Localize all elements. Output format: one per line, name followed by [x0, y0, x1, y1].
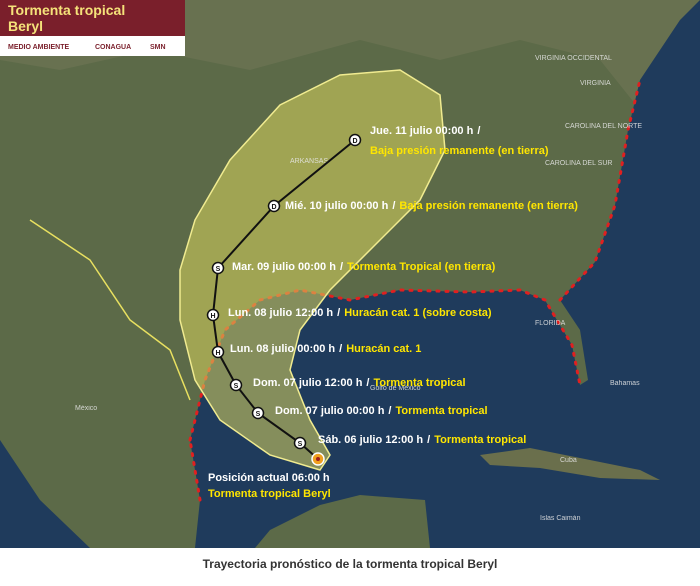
place-label: CAROLINA DEL SUR: [545, 160, 612, 167]
logo: MEDIO AMBIENTE: [8, 44, 70, 51]
place-label: Cuba: [560, 457, 577, 464]
logo: CONAGUA: [95, 44, 131, 51]
track-point: [348, 133, 362, 147]
track-date: Dom. 07 julio 00:00 h: [275, 405, 385, 417]
track-point-symbol: S: [234, 383, 239, 390]
track-point-symbol: S: [216, 266, 221, 273]
track-point-symbol: D: [271, 204, 276, 211]
track-date: Mar. 09 julio 00:00 h: [232, 261, 336, 273]
title-line: Tormenta tropical: [8, 2, 125, 18]
track-label: Dom. 07 julio 00:00 h / Tormenta tropical: [275, 405, 488, 417]
track-point: [206, 308, 220, 322]
track-separator: /: [427, 434, 430, 446]
track-label: Lun. 08 julio 00:00 h / Huracán cat. 1: [230, 343, 421, 355]
track-point: [293, 436, 307, 450]
track-points: Posición actual 06:00 h Tormenta tropical…: [206, 125, 578, 500]
place-label: Golfo de México: [370, 385, 421, 392]
track-point: [211, 345, 225, 359]
ocean: [190, 0, 700, 548]
track-date: Jue. 11 julio 00:00 h: [370, 125, 474, 137]
track-label: Lun. 08 julio 12:00 h / Huracán cat. 1 (so…: [228, 307, 492, 319]
track-separator: /: [340, 261, 343, 273]
track-date: Lun. 08 julio 00:00 h: [230, 343, 335, 355]
place-label: VIRGINIA: [580, 80, 611, 87]
track-point-symbol: D: [352, 138, 357, 145]
track-separator: /: [339, 343, 342, 355]
track-date: Mié. 10 julio 00:00 h: [285, 200, 389, 212]
logo-strip: [0, 36, 185, 56]
place-label: México: [75, 405, 97, 412]
track-label: Mar. 09 julio 00:00 h / Tormenta Tropical …: [232, 261, 496, 273]
track-point-symbol: S: [298, 441, 303, 448]
track-point: [267, 199, 281, 213]
current-position-status: Tormenta tropical Beryl: [208, 488, 331, 500]
track-status: Huracán cat. 1 (sobre costa): [344, 307, 492, 319]
place-label: ARKANSAS: [290, 158, 328, 165]
track-status: Baja presión remanente (en tierra): [399, 200, 578, 212]
pacific: [0, 440, 90, 548]
caption: Trayectoria pronóstico de la tormenta tr…: [203, 557, 498, 571]
current-position-label: Posición actual 06:00 h: [208, 472, 330, 484]
place-label: FLORIDA: [535, 320, 566, 327]
track-label: Jue. 11 julio 00:00 h /: [370, 125, 480, 137]
track-separator: /: [366, 377, 369, 389]
track-status: Huracán cat. 1: [346, 343, 421, 355]
track-date: Dom. 07 julio 12:00 h: [253, 377, 363, 389]
track-status: Tormenta tropical: [373, 377, 465, 389]
track-label: Mié. 10 julio 00:00 h / Baja presión reman…: [285, 200, 578, 212]
title-line: Beryl: [8, 18, 43, 34]
track-point: [211, 261, 225, 275]
track-status: Tormenta tropical: [395, 405, 487, 417]
track-label: Sáb. 06 julio 12:00 h / Tormenta tropical: [318, 434, 526, 446]
track-date: Sáb. 06 julio 12:00 h: [318, 434, 423, 446]
place-label: Islas Caimán: [540, 515, 581, 522]
current-position-core: [316, 457, 320, 461]
track-point-symbol: H: [210, 313, 215, 320]
border: [29, 219, 191, 401]
track-status: Baja presión remanente (en tierra): [370, 145, 549, 157]
place-label: Bahamas: [610, 380, 640, 387]
track-separator: /: [477, 125, 480, 137]
track-point-symbol: S: [256, 411, 261, 418]
track-point-symbol: H: [215, 350, 220, 357]
place-labels: VIRGINIA OCCIDENTAL VIRGINIA CAROLINA DEL …: [75, 55, 642, 522]
track-point: [229, 378, 243, 392]
track-status: Tormenta tropical: [434, 434, 526, 446]
track-separator: /: [392, 200, 395, 212]
place-label: VIRGINIA OCCIDENTAL: [535, 55, 612, 62]
cuba: [480, 448, 660, 480]
track-status: Tormenta Tropical (en tierra): [347, 261, 496, 273]
track-separator: /: [388, 405, 391, 417]
title-banner: [0, 0, 185, 36]
track-separator: /: [337, 307, 340, 319]
logo: SMN: [150, 44, 166, 51]
forecast-cone: [179, 69, 446, 471]
track-label: Dom. 07 julio 12:00 h / Tormenta tropical: [253, 377, 466, 389]
track-point: [251, 406, 265, 420]
place-label: CAROLINA DEL NORTE: [565, 123, 642, 130]
track-date: Lun. 08 julio 12:00 h: [228, 307, 333, 319]
